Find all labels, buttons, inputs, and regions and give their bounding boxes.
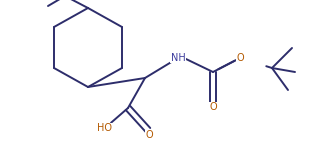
Text: HO: HO (98, 123, 113, 133)
Text: O: O (209, 102, 217, 112)
Text: O: O (145, 130, 153, 140)
Text: O: O (236, 53, 244, 63)
Text: NH: NH (171, 53, 185, 63)
